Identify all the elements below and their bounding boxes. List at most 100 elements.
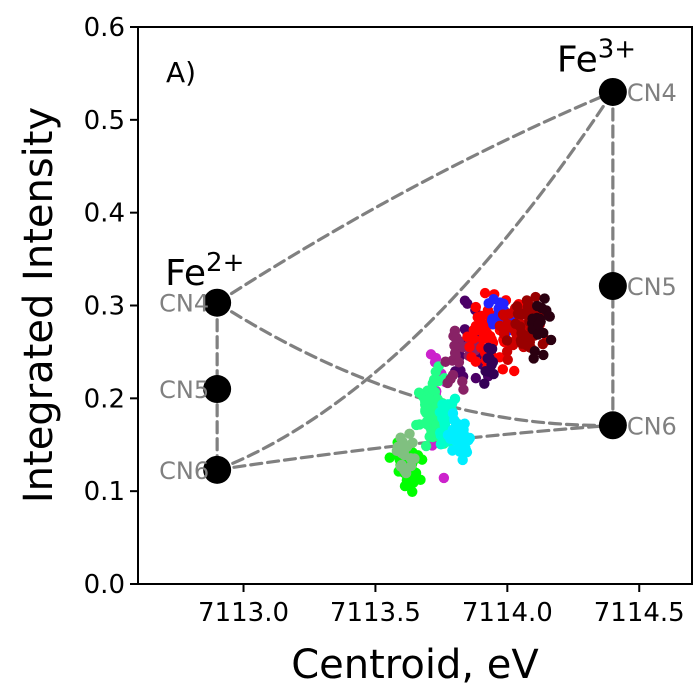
axes: 7113.0 7113.5 7114.0 7114.5 0.0 0.1 0.2 0.3 0.4 0… (84, 13, 685, 628)
data-point (411, 419, 422, 431)
data-point (409, 453, 420, 464)
data-point (458, 384, 469, 395)
data-point (453, 357, 465, 368)
data-point (459, 295, 471, 306)
data-point (488, 293, 499, 305)
reference-point (203, 455, 232, 484)
data-point (531, 300, 543, 312)
y-tick-label: 0.1 (84, 477, 125, 507)
reference-point (203, 288, 232, 317)
reference-label: CN6 (159, 457, 209, 485)
data-point (509, 365, 520, 377)
x-tick-label: 7114.5 (594, 598, 685, 628)
data-point (384, 452, 395, 463)
data-point (438, 472, 450, 484)
data-point (532, 329, 544, 340)
data-point (440, 416, 451, 428)
ion-symbol: Fe (165, 253, 206, 294)
data-point (464, 341, 475, 353)
data-point (539, 293, 550, 304)
y-tick-label: 0.4 (84, 199, 125, 229)
data-point (471, 323, 482, 335)
data-point (457, 454, 468, 466)
data-point (483, 342, 494, 354)
data-point (449, 340, 460, 351)
data-point (543, 310, 555, 322)
ion-label: Fe3+ (557, 34, 636, 80)
data-point (538, 349, 549, 361)
data-points (384, 287, 557, 498)
data-point (403, 479, 414, 490)
data-point (407, 437, 418, 448)
data-point (420, 440, 432, 452)
x-tick-label: 7114.0 (462, 598, 553, 628)
data-point (545, 334, 557, 346)
data-point (486, 315, 498, 326)
reference-label: CN5 (159, 376, 209, 404)
data-point (482, 353, 493, 364)
data-point (447, 408, 459, 419)
ion-label: Fe2+ (165, 248, 244, 294)
reference-label: CN5 (627, 273, 677, 301)
ion-symbol: Fe (557, 39, 598, 80)
data-point (530, 291, 541, 303)
data-point (529, 346, 540, 357)
data-point (440, 356, 451, 367)
data-point (498, 310, 510, 321)
data-point (470, 301, 482, 313)
data-point (415, 474, 426, 486)
y-axis-title: Integrated Intensity (16, 107, 62, 503)
ion-charge: 2+ (206, 248, 244, 278)
reference-point (598, 77, 627, 106)
data-point (479, 378, 490, 389)
data-point (454, 446, 465, 457)
mixing-lines (215, 90, 615, 472)
reference-label: CN4 (627, 79, 677, 107)
mixing-line (215, 90, 615, 305)
reference-points (203, 77, 627, 484)
y-tick-label: 0.6 (84, 13, 125, 43)
data-point (470, 356, 481, 367)
data-point (479, 321, 490, 332)
x-tick-label: 7113.5 (330, 598, 421, 628)
data-point (537, 338, 549, 350)
data-point (391, 445, 403, 457)
reference-point (598, 272, 627, 301)
data-point (396, 459, 407, 471)
data-point (457, 376, 468, 387)
y-tick-label: 0.2 (84, 384, 125, 414)
data-point (446, 398, 458, 409)
data-point (433, 375, 444, 387)
reference-point (203, 375, 232, 404)
data-point (483, 366, 494, 377)
data-point (521, 330, 532, 342)
data-point (501, 335, 513, 346)
data-point (497, 364, 509, 375)
data-point (399, 443, 410, 455)
data-point (451, 332, 462, 343)
y-tick-label: 0.5 (84, 106, 125, 136)
data-point (472, 311, 483, 323)
data-point (435, 439, 447, 450)
data-point (404, 428, 415, 440)
x-tick-label: 7113.0 (198, 598, 289, 628)
mixing-line (215, 90, 615, 472)
y-tick-label: 0.3 (84, 292, 125, 322)
x-axis-title: Centroid, eV (291, 642, 539, 687)
data-point (479, 287, 491, 299)
panel-label: A) (166, 56, 196, 89)
data-point (453, 431, 465, 442)
data-point (470, 372, 482, 384)
data-point (502, 354, 513, 365)
data-point (445, 373, 456, 385)
data-point (426, 426, 437, 438)
reference-label: CN4 (159, 290, 209, 318)
data-point (515, 321, 526, 332)
data-point (421, 416, 432, 428)
reference-label: CN6 (627, 412, 677, 440)
data-point (512, 308, 524, 319)
data-point (533, 319, 544, 331)
data-point (430, 366, 441, 377)
